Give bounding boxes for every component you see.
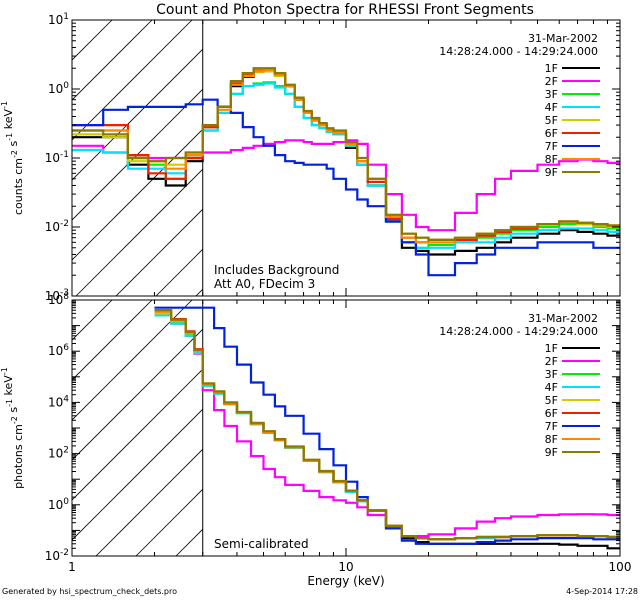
legend-label-1F: 1F bbox=[545, 62, 558, 75]
figure-title: Count and Photon Spectra for RHESSI Fron… bbox=[156, 2, 534, 18]
panel-annotation: Semi-calibrated bbox=[214, 537, 309, 551]
series-group bbox=[154, 306, 620, 550]
hatch-line bbox=[216, 300, 472, 556]
legend-label-6F: 6F bbox=[545, 407, 558, 420]
hatch-line bbox=[72, 408, 203, 541]
series-line-9F bbox=[72, 67, 620, 241]
hatch-line bbox=[256, 300, 512, 556]
y-tick-label: 101 bbox=[48, 12, 69, 27]
series-line-7F bbox=[154, 306, 620, 545]
hatched-region bbox=[72, 300, 512, 556]
legend-label-9F: 9F bbox=[545, 166, 558, 179]
y-tick-label: 10-3 bbox=[45, 288, 69, 303]
legend-label-9F: 9F bbox=[545, 446, 558, 459]
time-range-label: 14:28:24.000 - 14:29:24.000 bbox=[439, 325, 598, 338]
hatch-line bbox=[72, 300, 153, 381]
footer-generator: Generated by hsi_spectrum_check_dets.pro bbox=[2, 587, 177, 596]
hatch-line bbox=[236, 20, 512, 296]
series-line-8F bbox=[72, 68, 620, 244]
series-group bbox=[72, 67, 620, 277]
legend-label-4F: 4F bbox=[545, 381, 558, 394]
series-line-2F bbox=[154, 314, 620, 538]
hatch-line bbox=[155, 248, 203, 296]
y-tick-label: 100 bbox=[48, 497, 69, 512]
legend-label-3F: 3F bbox=[545, 368, 558, 381]
series-line-6F bbox=[72, 67, 620, 244]
legend-label-2F: 2F bbox=[545, 355, 558, 368]
hatch-line bbox=[115, 208, 203, 296]
date-label: 31-Mar-2002 bbox=[528, 312, 598, 325]
legend-label-8F: 8F bbox=[545, 433, 558, 446]
y-tick-label: 100 bbox=[48, 81, 69, 96]
series-line-7F bbox=[72, 98, 620, 277]
y-axis-label: counts cm-2 s-1 keV-1 bbox=[0, 101, 25, 215]
legend-label-7F: 7F bbox=[545, 140, 558, 153]
count-spectrum-panel: 10-3 10-2 10-1 100 101 counts cm-2 s-1 keV-1 3… bbox=[0, 12, 640, 303]
time-range-label: 14:28:24.000 - 14:29:24.000 bbox=[439, 45, 598, 58]
legend-label-6F: 6F bbox=[545, 127, 558, 140]
legend-label-3F: 3F bbox=[545, 88, 558, 101]
hatch-line bbox=[72, 300, 193, 421]
panel-annotation: Includes Background bbox=[214, 263, 339, 277]
hatch-line bbox=[95, 448, 203, 556]
hatch-line bbox=[72, 20, 193, 141]
series-line-5F bbox=[72, 70, 620, 241]
hatch-line bbox=[72, 328, 203, 461]
legend-label-4F: 4F bbox=[545, 101, 558, 114]
hatch-line bbox=[72, 368, 203, 501]
legend-label-8F: 8F bbox=[545, 153, 558, 166]
y-tick-label: 108 bbox=[48, 292, 69, 307]
footer-timestamp: 4-Sep-2014 17:28 bbox=[566, 587, 638, 596]
y-tick-label: 102 bbox=[48, 446, 69, 461]
series-line-9F bbox=[154, 309, 620, 541]
legend-label-7F: 7F bbox=[545, 420, 558, 433]
x-axis-label: Energy (keV) bbox=[307, 574, 384, 588]
x-tick-label: 1 bbox=[68, 560, 76, 574]
date-label: 31-Mar-2002 bbox=[528, 32, 598, 45]
legend-label-5F: 5F bbox=[545, 394, 558, 407]
y-tick-label: 10-2 bbox=[45, 219, 69, 234]
hatch-line bbox=[436, 20, 640, 296]
hatch-line bbox=[72, 20, 153, 101]
y-tick-label: 10-2 bbox=[45, 548, 69, 563]
x-tick-label: 100 bbox=[609, 560, 632, 574]
hatch-line bbox=[72, 48, 203, 181]
x-tick-label: 10 bbox=[338, 560, 353, 574]
hatch-line bbox=[276, 20, 552, 296]
panel-annotation: Att A0, FDecim 3 bbox=[214, 277, 315, 291]
hatch-line bbox=[72, 300, 73, 301]
hatch-lines bbox=[72, 300, 512, 556]
hatch-line bbox=[135, 488, 203, 556]
legend-label-2F: 2F bbox=[545, 75, 558, 88]
y-axis-label: photons cm-2 s-1 keV-1 bbox=[0, 367, 25, 489]
y-tick-label: 10-1 bbox=[45, 150, 69, 165]
legend-label-1F: 1F bbox=[545, 342, 558, 355]
y-tick-label: 106 bbox=[48, 343, 69, 358]
hatch-line bbox=[75, 168, 203, 296]
y-tick-label: 104 bbox=[48, 394, 69, 409]
legend-label-5F: 5F bbox=[545, 114, 558, 127]
